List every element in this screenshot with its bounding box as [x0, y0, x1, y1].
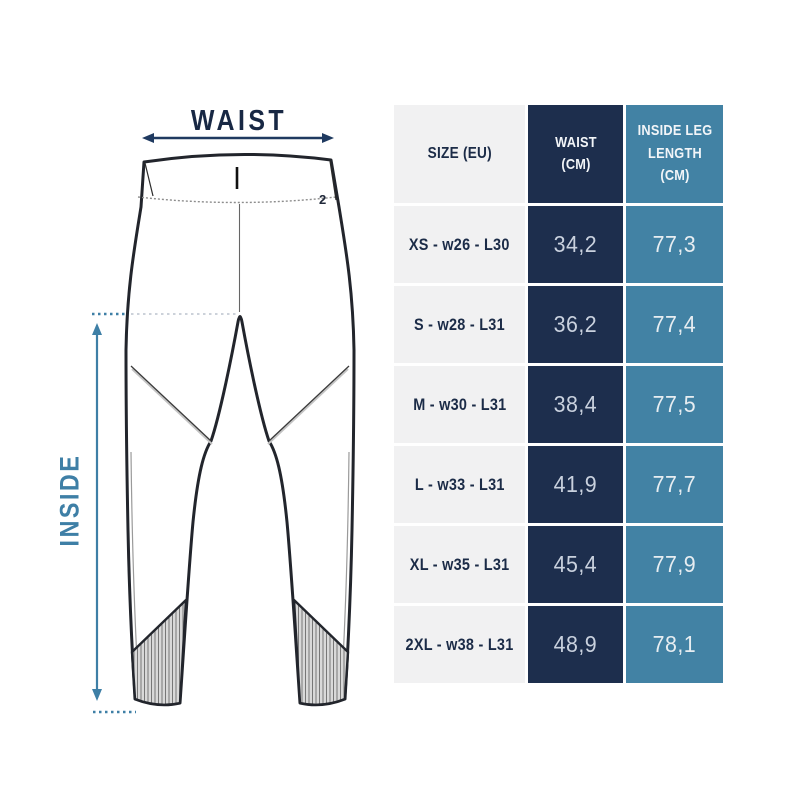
pants-outline: [124, 152, 356, 707]
waist-value-xl: 45,4: [528, 526, 623, 603]
waist-measure-label: WAIST: [191, 104, 287, 136]
size-label: 2XL - w38 - L31: [405, 634, 514, 654]
waist-value: 34,2: [553, 231, 598, 257]
size-cell-xl: XL - w35 - L31: [394, 526, 525, 603]
size-label: L - w33 - L31: [414, 474, 505, 494]
inside-measure-label: INSIDE: [55, 454, 85, 547]
size-label: S - w28 - L31: [414, 314, 505, 334]
brand-mark: 2: [319, 192, 326, 207]
waist-value: 48,9: [553, 631, 598, 657]
waist-value: 36,2: [553, 311, 598, 337]
size-cell-xs: XS - w26 - L30: [394, 206, 525, 283]
inside-leg-value: 77,9: [652, 551, 697, 577]
size-cell-2xl: 2XL - w38 - L31: [394, 606, 525, 683]
column-header-size: SIZE (EU): [394, 105, 525, 203]
inside-leg-value: 77,5: [652, 391, 697, 417]
thigh-seam-right: [267, 365, 350, 445]
inside-leg-value-s: 77,4: [626, 286, 723, 363]
size-label: XS - w26 - L30: [409, 234, 510, 254]
size-table: SIZE (EU) WAIST (CM) INSIDE LEG LENGTH (…: [394, 105, 723, 683]
thigh-seam-left: [130, 365, 213, 445]
waist-value-m: 38,4: [528, 366, 623, 443]
column-header-inside-leg: INSIDE LEG LENGTH (CM): [626, 105, 723, 203]
waist-value: 41,9: [553, 471, 598, 497]
waist-value-xs: 34,2: [528, 206, 623, 283]
waist-arrow: [142, 133, 334, 143]
inside-arrow: [92, 323, 102, 701]
rib-cuff-left: [130, 598, 188, 706]
waistband-stitching: [137, 196, 337, 204]
column-header-waist: WAIST (CM): [528, 105, 623, 203]
size-label: XL - w35 - L31: [409, 554, 510, 574]
size-cell-s: S - w28 - L31: [394, 286, 525, 363]
inside-leg-value: 77,3: [652, 231, 697, 257]
waist-value-l: 41,9: [528, 446, 623, 523]
inside-leg-value: 77,4: [652, 311, 697, 337]
waist-value-s: 36,2: [528, 286, 623, 363]
column-header-size-label: SIZE (EU): [427, 145, 492, 162]
column-header-waist-label: WAIST (CM): [554, 133, 597, 174]
waist-value: 38,4: [553, 391, 598, 417]
inside-leg-value-m: 77,5: [626, 366, 723, 443]
size-cell-l: L - w33 - L31: [394, 446, 525, 523]
inside-leg-value-xs: 77,3: [626, 206, 723, 283]
size-label: M - w30 - L31: [412, 394, 507, 414]
waist-value-2xl: 48,9: [528, 606, 623, 683]
pants-technical-drawing: WAIST 2: [55, 104, 356, 714]
waist-value: 45,4: [553, 551, 598, 577]
inside-leg-value-xl: 77,9: [626, 526, 723, 603]
waistband-left-seam: [144, 162, 154, 197]
inside-leg-value: 78,1: [652, 631, 697, 657]
inside-leg-value: 77,7: [652, 471, 697, 497]
inside-leg-value-2xl: 78,1: [626, 606, 723, 683]
column-header-inside-leg-label: INSIDE LEG LENGTH (CM): [637, 122, 712, 185]
rib-cuff-right: [292, 598, 350, 706]
inside-leg-value-l: 77,7: [626, 446, 723, 523]
size-cell-m: M - w30 - L31: [394, 366, 525, 443]
waistband-right-seam: [329, 160, 337, 201]
